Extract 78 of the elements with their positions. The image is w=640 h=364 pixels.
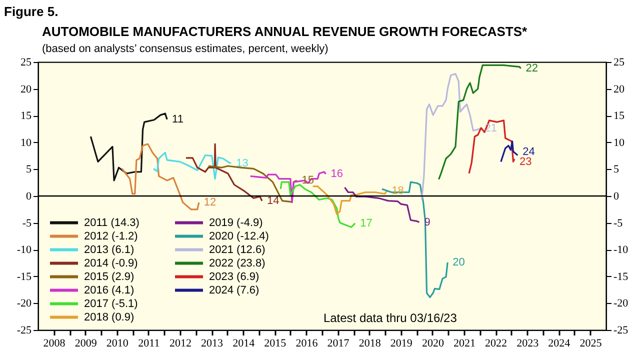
legend-label: 2018 (0.9) (84, 311, 134, 324)
legend-label: 2021 (12.6) (209, 244, 266, 256)
line-series (438, 64, 522, 180)
y-tick-label: 25 (20, 56, 32, 68)
x-tick-label: 2013 (201, 338, 224, 350)
chart-subtitle: (based on analysts’ consensus estimates, percent, weekly) (42, 43, 328, 55)
legend-label: 2013 (6.1) (84, 244, 134, 256)
legend-label: 2016 (4.1) (84, 284, 134, 296)
y-tick-label: -20 (16, 298, 32, 310)
line-series (90, 112, 168, 182)
y2-tick-label: 0 (614, 190, 620, 202)
y2-tick-label: 20 (614, 83, 625, 96)
chart-title: AUTOMOBILE MANUFACTURERS ANNUAL REVENUE GROWTH FORECASTS* (42, 24, 528, 39)
x-tick-label: 2018 (358, 338, 382, 350)
line-series (152, 152, 232, 180)
caption: Figure 5. (4, 4, 58, 19)
y2-tick-label: 5 (614, 164, 620, 176)
x-tick-label: 2015 (264, 338, 287, 350)
x-tick-label: 2012 (170, 338, 192, 350)
legend-label: 2019 (-4.9) (209, 216, 263, 229)
x-tick-label: 2021 (454, 338, 476, 350)
annotation: 24 (522, 146, 535, 158)
y2-tick-label: -5 (614, 217, 624, 230)
x-tick-label: 2017 (327, 338, 350, 350)
x-tick-label: 2010 (106, 338, 129, 350)
y-tick-label: -10 (16, 244, 32, 256)
y2-tick-label: 10 (614, 136, 625, 149)
annotation: 23 (519, 156, 532, 168)
y-tick-label: -25 (16, 324, 32, 336)
annotation: 17 (360, 217, 372, 230)
x-tick-label: 2024 (548, 338, 571, 350)
annotation: Latest data thru 03/16/23 (323, 311, 458, 325)
legend-label: 2014 (-0.9) (84, 257, 138, 270)
legend-label: 2020 (-12.4) (209, 230, 269, 242)
annotation: 12 (204, 196, 216, 208)
legend-label: 2024 (7.6) (209, 284, 260, 296)
x-tick-label: 2023 (516, 338, 540, 350)
x-tick-label: 2014 (232, 338, 256, 350)
line-series (312, 186, 388, 216)
y-tick-label: -5 (22, 217, 32, 230)
legend-label: 2017 (-5.1) (84, 298, 138, 310)
y-tick-label: 5 (26, 164, 32, 176)
legend-label: 2015 (2.9) (84, 270, 134, 283)
line-series (250, 171, 327, 204)
line-series (381, 181, 448, 298)
x-tick-label: 2020 (422, 338, 444, 350)
y2-tick-label: -20 (614, 298, 629, 310)
x-tick-label: 2016 (296, 338, 318, 350)
legend-label: 2022 (23.8) (209, 257, 266, 270)
line-series (420, 72, 481, 201)
annotation: 14 (267, 194, 280, 207)
annotation: 22 (526, 62, 538, 74)
y-tick-label: 10 (20, 136, 32, 149)
legend-label: 2012 (-1.2) (84, 230, 138, 242)
y2-tick-label: -25 (614, 324, 629, 336)
y2-tick-label: -10 (614, 244, 629, 256)
x-tick-label: 2009 (74, 338, 98, 350)
legend-label: 2023 (6.9) (209, 270, 260, 283)
y-tick-label: 0 (26, 190, 32, 202)
y2-tick-label: 15 (614, 110, 625, 122)
x-tick-label: 2025 (580, 338, 602, 350)
legend-label: 2011 (14.3) (84, 216, 140, 229)
x-tick-label: 2011 (138, 338, 160, 350)
annotation: 13 (236, 157, 248, 170)
y-tick-label: 15 (20, 110, 32, 122)
y-tick-label: -15 (16, 270, 32, 283)
line-series (121, 143, 200, 210)
line-series (468, 120, 516, 174)
x-tick-label: 2019 (390, 338, 413, 350)
y2-tick-label: -15 (614, 270, 629, 283)
x-tick-label: 2022 (485, 338, 508, 350)
x-tick-label: 2008 (43, 338, 66, 350)
y-tick-label: 20 (20, 83, 32, 96)
annotation: 16 (330, 168, 344, 180)
annotation: 11 (172, 113, 184, 126)
line-series (500, 140, 518, 162)
annotation: 20 (452, 256, 465, 268)
y2-tick-label: 25 (614, 56, 625, 68)
